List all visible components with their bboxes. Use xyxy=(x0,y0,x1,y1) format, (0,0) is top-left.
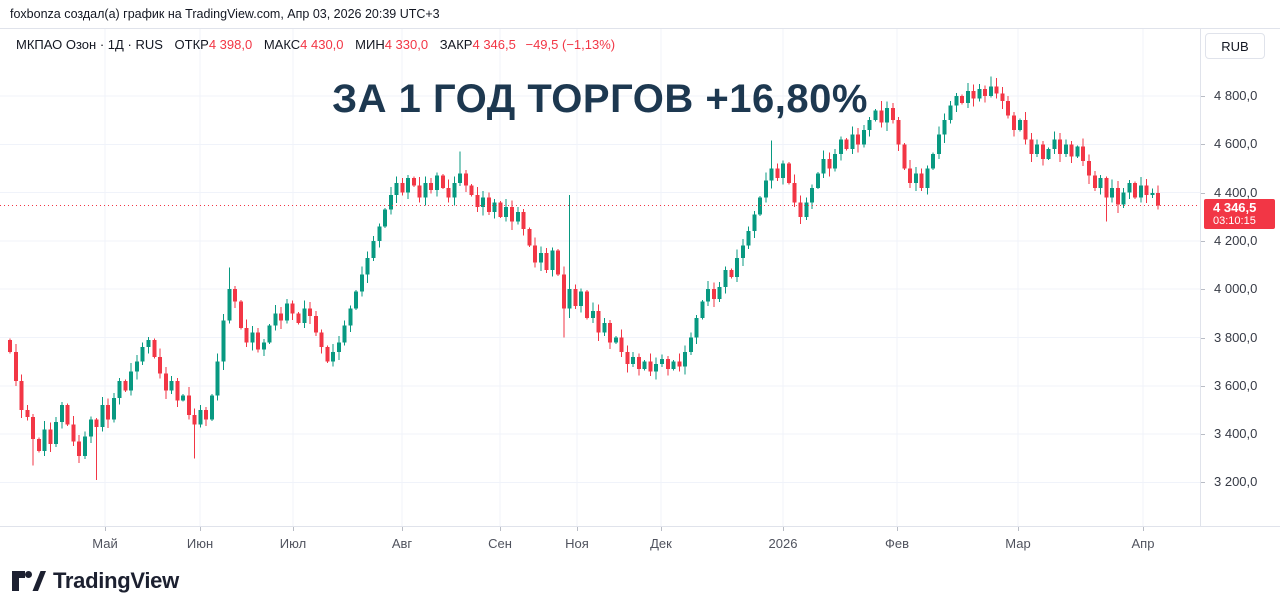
tradingview-logo-text: TradingView xyxy=(53,568,179,593)
price-tick-mark xyxy=(1201,289,1205,291)
price-tick-mark xyxy=(1201,337,1205,339)
annotation-title: ЗА 1 ГОД ТОРГОВ +16,80% xyxy=(332,77,868,121)
price-tick-label: 3 600,0 xyxy=(1214,377,1258,393)
price-tick-label: 4 600,0 xyxy=(1214,136,1258,152)
time-tick-label: Апр xyxy=(1131,536,1155,551)
low-label: МИН xyxy=(355,37,385,52)
bar-countdown: 03:10:15 xyxy=(1213,214,1256,227)
interval-label: 1Д xyxy=(107,37,124,52)
chart-container: МКПАО Озон · 1Д · RUS ОТКР4 398,0 МАКС4 … xyxy=(0,28,1280,562)
price-tick-label: 4 800,0 xyxy=(1214,88,1258,103)
time-axis[interactable]: Май Июн Июл Авг Сен Ноя Дек 2026 Фев Мар Апр xyxy=(0,526,1280,562)
time-tick-label: Сен xyxy=(488,536,512,551)
open-label: ОТКР xyxy=(174,37,209,52)
time-tick-mark xyxy=(200,527,201,531)
price-tick-mark xyxy=(1201,96,1205,97)
time-tick-label: Авг xyxy=(391,536,413,551)
last-price-badge[interactable]: 4 346,5 03:10:15 xyxy=(1204,198,1275,229)
price-tick-label: 4 000,0 xyxy=(1214,281,1258,297)
currency-button[interactable]: RUB xyxy=(1205,33,1265,59)
time-tick-mark xyxy=(661,527,662,531)
time-tick-mark xyxy=(577,527,578,531)
symbol-title[interactable]: МКПАО Озон · 1Д · RUS xyxy=(16,37,163,52)
open-value: 4 398,0 xyxy=(208,37,253,52)
price-tick-mark xyxy=(1201,434,1205,436)
high-value: 4 430,0 xyxy=(300,37,344,52)
time-tick-mark xyxy=(1018,527,1019,531)
time-tick-label: Июн xyxy=(186,536,214,551)
price-tick-label: 3 400,0 xyxy=(1214,426,1258,442)
time-tick-mark xyxy=(1143,527,1144,531)
chart-plot-area[interactable]: МКПАО Озон · 1Д · RUS ОТКР4 398,0 МАКС4 … xyxy=(0,29,1200,526)
chart-legend: МКПАО Озон · 1Д · RUS ОТКР4 398,0 МАКС4 … xyxy=(16,37,615,52)
time-tick-mark xyxy=(897,527,898,531)
exchange-label: RUS xyxy=(135,37,163,52)
time-tick-label: Май xyxy=(92,536,118,551)
time-tick-mark xyxy=(783,527,784,531)
close-label: ЗАКР xyxy=(439,37,473,52)
price-tick-mark xyxy=(1201,385,1205,387)
attribution-text: foxbonza создал(а) график на TradingView… xyxy=(10,7,440,21)
time-tick-label: Июл xyxy=(279,536,307,551)
attribution-bar: foxbonza создал(а) график на TradingView… xyxy=(0,0,1280,28)
time-tick-label: 2026 xyxy=(768,536,798,551)
price-tick-label: 3 800,0 xyxy=(1214,329,1258,345)
candlestick-plot[interactable] xyxy=(0,29,1200,526)
price-tick-mark xyxy=(1201,192,1205,194)
price-tick-mark xyxy=(1201,144,1205,146)
price-tick-mark xyxy=(1201,240,1205,242)
time-tick-label: Ноя xyxy=(565,536,589,551)
price-tick-label: 4 200,0 xyxy=(1214,232,1258,248)
price-tick-label: 3 200,0 xyxy=(1214,474,1258,490)
tradingview-logo-icon xyxy=(12,571,46,591)
low-value: 4 330,0 xyxy=(384,37,429,52)
price-axis[interactable]: RUB 4 346,5 03:10:15 4 800,0 4 600,0 4 400… xyxy=(1200,29,1280,526)
price-tick-mark xyxy=(1201,482,1205,484)
time-tick-label: Дек xyxy=(650,536,672,551)
time-tick-label: Мар xyxy=(1005,536,1031,551)
close-value: 4 346,5 xyxy=(472,37,516,52)
time-tick-mark xyxy=(500,527,501,531)
time-tick-label: Фев xyxy=(884,536,910,551)
high-label: МАКС xyxy=(263,37,301,52)
tradingview-logo[interactable]: TradingView xyxy=(12,568,179,594)
price-tick-label: 4 400,0 xyxy=(1214,184,1258,200)
footer: TradingView xyxy=(0,560,1280,613)
change-value: −49,5 (−1,13%) xyxy=(525,37,616,52)
time-tick-mark xyxy=(105,527,106,531)
time-tick-mark xyxy=(402,527,403,531)
time-tick-mark xyxy=(293,527,294,531)
last-price-value: 4 346,5 xyxy=(1213,199,1257,215)
